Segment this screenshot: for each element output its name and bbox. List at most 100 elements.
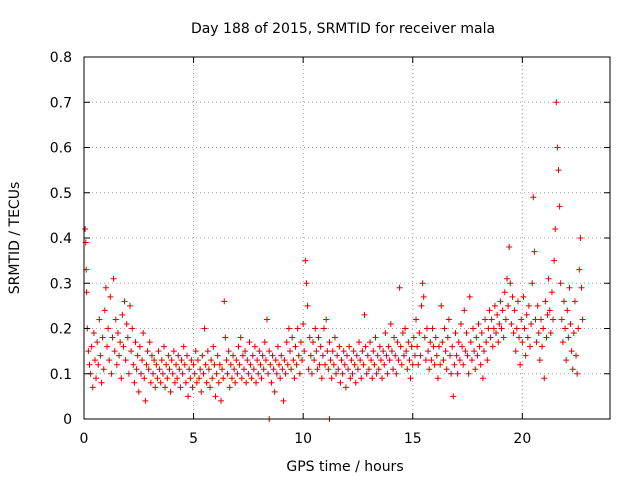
data-point: [134, 352, 141, 359]
data-point: [339, 370, 346, 377]
data-point: [125, 370, 132, 377]
data-point: [179, 370, 186, 377]
data-point: [461, 307, 468, 314]
data-point: [231, 366, 238, 373]
data-point: [369, 375, 376, 382]
data-point: [160, 343, 167, 350]
data-point: [387, 320, 394, 327]
data-point: [213, 370, 220, 377]
data-point: [148, 352, 155, 359]
data-point: [456, 357, 463, 364]
data-point: [505, 302, 512, 309]
data-point: [91, 357, 98, 364]
data-point: [335, 366, 342, 373]
data-point: [132, 339, 139, 346]
data-point: [151, 357, 158, 364]
data-point: [459, 343, 466, 350]
data-point: [476, 343, 483, 350]
data-point: [484, 357, 491, 364]
data-point: [436, 343, 443, 350]
data-point: [205, 366, 212, 373]
data-point: [300, 320, 307, 327]
data-point: [312, 325, 319, 332]
data-point: [260, 366, 267, 373]
data-point: [360, 361, 367, 368]
data-point: [253, 379, 260, 386]
axis-ticks: 0 0.1 0.2 0.3 0.4 0.5 0.6 0.7 0.8 0 5 10 15 20: [50, 50, 610, 447]
data-point: [274, 343, 281, 350]
data-point: [531, 248, 538, 255]
data-point: [441, 325, 448, 332]
data-point: [471, 348, 478, 355]
data-point: [184, 352, 191, 359]
data-point: [455, 339, 462, 346]
data-point: [287, 348, 294, 355]
data-point: [236, 361, 243, 368]
data-point: [249, 352, 256, 359]
data-point: [518, 316, 525, 323]
data-point: [513, 325, 520, 332]
data-point: [150, 370, 157, 377]
data-point: [540, 325, 547, 332]
data-point: [163, 361, 170, 368]
data-point: [100, 366, 107, 373]
data-point: [562, 325, 569, 332]
data-point: [482, 316, 489, 323]
data-point: [575, 325, 582, 332]
data-point: [483, 339, 490, 346]
data-point: [193, 379, 200, 386]
data-point: [314, 366, 321, 373]
data-point: [346, 343, 353, 350]
data-point: [245, 370, 252, 377]
data-point: [176, 366, 183, 373]
data-point: [232, 379, 239, 386]
data-point: [262, 357, 269, 364]
data-point: [237, 334, 244, 341]
data-point: [374, 352, 381, 359]
data-point: [390, 366, 397, 373]
data-point: [137, 370, 144, 377]
data-point: [495, 339, 502, 346]
data-point: [364, 352, 371, 359]
y-tick-label: 0.6: [50, 141, 72, 157]
data-point: [428, 357, 435, 364]
data-point: [557, 280, 564, 287]
data-point: [226, 384, 233, 391]
data-point: [534, 302, 541, 309]
data-point: [454, 370, 461, 377]
data-point: [546, 307, 553, 314]
data-point: [560, 298, 567, 305]
data-point: [251, 343, 258, 350]
data-point: [212, 393, 219, 400]
data-point: [317, 343, 324, 350]
data-point: [432, 334, 439, 341]
data-point: [437, 361, 444, 368]
data-point: [153, 361, 160, 368]
x-axis-label: GPS time / hours: [286, 459, 403, 475]
data-point: [299, 357, 306, 364]
data-point: [90, 330, 97, 337]
data-point: [508, 320, 515, 327]
data-point: [522, 352, 529, 359]
data-point: [158, 357, 165, 364]
data-point: [168, 357, 175, 364]
data-point: [159, 370, 166, 377]
data-point: [395, 357, 402, 364]
data-point: [305, 366, 312, 373]
data-point: [405, 339, 412, 346]
data-point: [527, 343, 534, 350]
data-point: [323, 316, 330, 323]
data-point: [311, 357, 318, 364]
data-point: [341, 361, 348, 368]
data-point: [99, 334, 106, 341]
data-point: [488, 316, 495, 323]
data-point: [325, 366, 332, 373]
data-point: [174, 375, 181, 382]
data-point: [494, 311, 501, 318]
data-point: [308, 370, 315, 377]
data-point: [140, 330, 147, 337]
data-point: [166, 366, 173, 373]
data-point: [400, 352, 407, 359]
data-point: [224, 370, 231, 377]
data-point: [357, 357, 364, 364]
